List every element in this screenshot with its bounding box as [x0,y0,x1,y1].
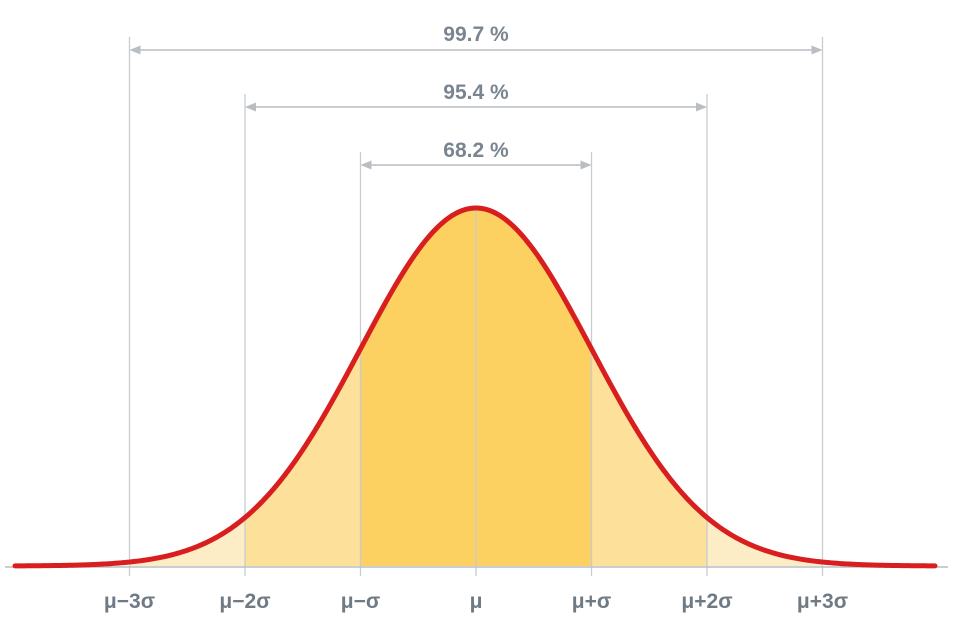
arrow-head-right [580,160,592,170]
arrow-head-left [129,45,141,55]
interval-label-3sigma: 99.7 % [443,23,509,46]
tick-label: μ−2σ [219,590,270,613]
density-curve [12,205,938,569]
interval-arrow-2sigma [245,102,707,112]
tick-label: μ+σ [572,590,611,613]
tick-label: μ+3σ [797,590,848,613]
interval-label-1sigma: 68.2 % [443,139,509,162]
arrow-head-right [811,45,823,55]
interval-label-2sigma: 95.4 % [443,81,509,104]
tick-label: μ−3σ [104,590,155,613]
sigma-guide-lines [128,37,824,576]
interval-arrow-3sigma [129,45,823,55]
tick-label: μ [470,590,483,613]
density-curve-layer [12,205,938,569]
arrow-head-left [245,102,256,112]
tick-label: μ+2σ [681,590,732,613]
tick-label: μ−σ [341,590,380,613]
interval-labels: 68.2 % 95.4 % 99.7 % [443,23,509,162]
arrow-head-left [360,160,372,170]
axis-tick-labels: μ−3σ μ−2σ μ−σ μ μ+σ μ+2σ μ+3σ [104,590,848,613]
interval-arrows [129,45,823,170]
arrow-head-right [696,102,707,112]
interval-arrow-1sigma [360,160,592,170]
